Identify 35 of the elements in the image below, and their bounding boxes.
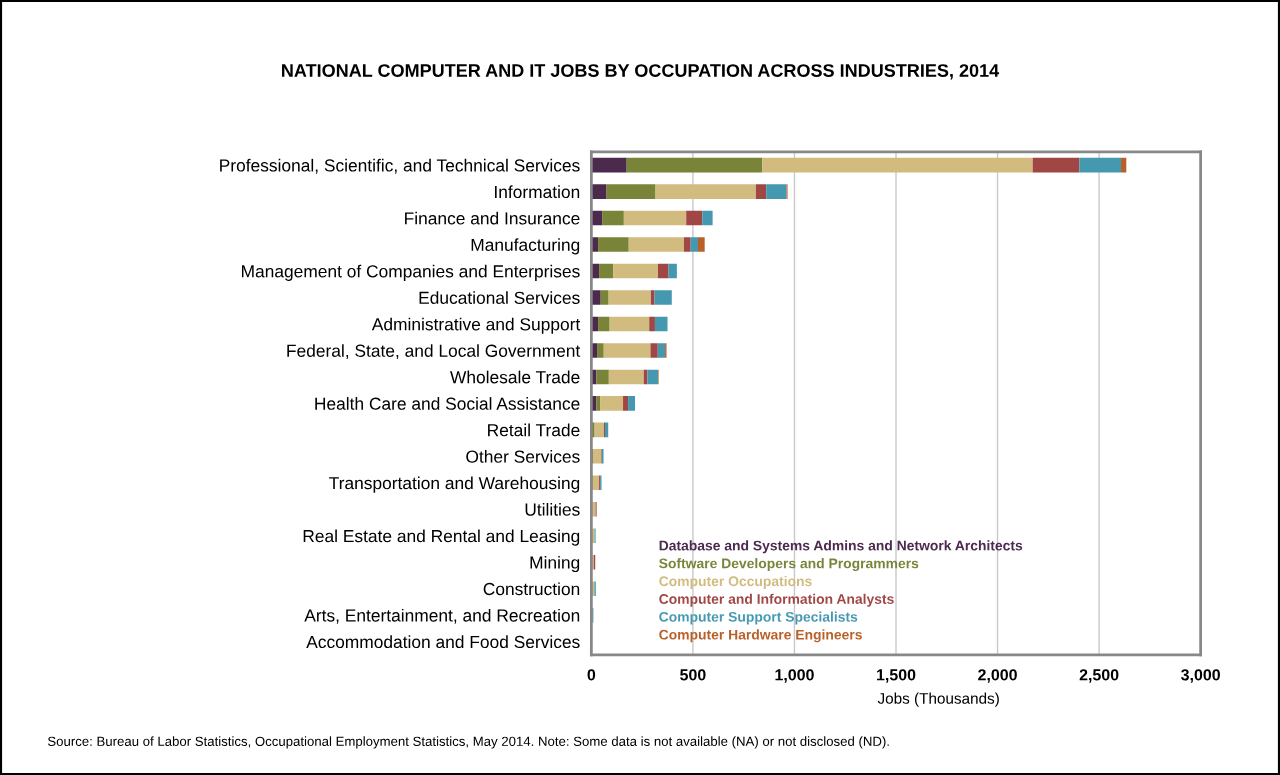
x-tick-label: 0 (587, 669, 596, 681)
x-tick-label: 500 (680, 669, 706, 681)
text: Computer and Information Analysts (659, 593, 894, 607)
y-tick-label: Arts, Entertainment, and Recreation (304, 608, 580, 624)
x-tick-label: 1,000 (775, 669, 814, 683)
y-tick-label: Finance and Insurance (405, 211, 580, 225)
text: Computer Support Specialists (659, 611, 858, 625)
y-tick-label: Manufacturing (471, 238, 580, 255)
y-tick-label: Transportation and Warehousing (329, 476, 580, 493)
x-axis-title: Jobs (Thousands) (877, 692, 999, 707)
y-tick-label: Utilities (525, 502, 580, 516)
y-tick-label: Administrative and Support (371, 317, 581, 334)
x-tick-label: 2,000 (978, 669, 1017, 683)
y-tick-label: Information (495, 185, 580, 199)
y-tick-label: Accommodation and Food Services (306, 635, 580, 649)
text: Software Developers and Programmers (659, 558, 919, 572)
y-tick-label: Mining (530, 555, 580, 573)
y-tick-label: Wholesale Trade (450, 370, 580, 384)
source-note: Source: Bureau of Labor Statistics, Occupational Employment Statistics, May 2014. Note: Some data is not available (NA) or not disclosed (ND). (47, 736, 889, 749)
y-tick-label: Health Care and Social Assistance (315, 397, 580, 410)
y-tick-label: Real Estate and Rental and Leasing (303, 529, 580, 546)
x-tick-label: 1,500 (877, 669, 916, 683)
y-tick-label: Management of Companies and Enterprises (242, 264, 580, 281)
text: Computer Occupations (659, 575, 812, 589)
x-tick-label: 2,500 (1079, 669, 1119, 683)
text: Computer Hardware Engineers (659, 629, 862, 643)
y-tick-label: Other Services (466, 450, 580, 463)
y-tick-label: Retail Trade (488, 423, 580, 437)
y-tick-label: Construction (483, 582, 580, 596)
y-tick-label: Educational Services (419, 291, 580, 304)
y-tick-label: Federal, State, and Local Government (287, 344, 581, 359)
y-tick-label: Professional, Scientific, and Technical Services (220, 158, 580, 174)
text: Database and Systems Admins and Network Architects (659, 540, 1023, 554)
x-tick-label: 3,000 (1181, 669, 1220, 683)
chart-title: NATIONAL COMPUTER AND IT JOBS BY OCCUPATION ACROSS INDUSTRIES, 2014 (282, 64, 1000, 80)
